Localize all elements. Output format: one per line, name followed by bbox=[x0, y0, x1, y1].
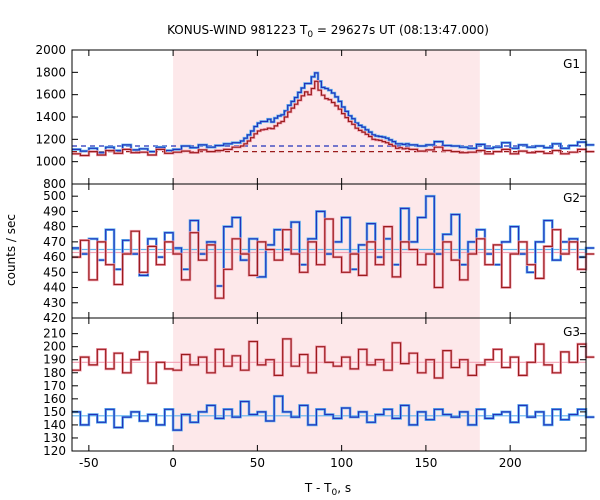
panel-g2-ytick-label: 440 bbox=[43, 281, 66, 295]
panel-g1-ytick-label: 1200 bbox=[35, 132, 66, 146]
x-axis-label-subscript: 0 bbox=[332, 488, 338, 498]
panel-g1-ytick-label: 1800 bbox=[35, 65, 66, 79]
panel-g2-ytick-label: 500 bbox=[43, 189, 66, 203]
xtick-label: 100 bbox=[330, 456, 353, 470]
x-axis-label-prefix: T - T bbox=[304, 481, 332, 495]
panel-g2-ytick-label: 460 bbox=[43, 250, 66, 264]
xtick-label: 200 bbox=[499, 456, 522, 470]
panel-g2-series-red bbox=[72, 218, 595, 299]
xtick-label: 50 bbox=[250, 456, 265, 470]
chart-title-subscript: 0 bbox=[307, 30, 313, 40]
panel-g3-ytick-label: 190 bbox=[43, 353, 66, 367]
panel-g1-series-red bbox=[72, 80, 595, 157]
panel-g1-ytick-label: 1400 bbox=[35, 110, 66, 124]
x-axis-label: T - T0, s bbox=[304, 481, 351, 498]
panel-g2-ytick-label: 490 bbox=[43, 204, 66, 218]
panel-g2-ytick-label: 470 bbox=[43, 235, 66, 249]
panel-g3-ytick-label: 180 bbox=[43, 366, 66, 380]
panel-g3-ytick-label: 140 bbox=[43, 418, 66, 432]
chart-title: KONUS-WIND 981223 T0 = 29627s UT (08:13:… bbox=[167, 23, 489, 40]
panel-g3-ytick-label: 210 bbox=[43, 327, 66, 341]
panel-g3-series-red bbox=[72, 338, 595, 384]
xtick-label: -50 bbox=[79, 456, 99, 470]
panel-g2-ytick-label: 480 bbox=[43, 220, 66, 234]
panel-g1-ytick-label: 1600 bbox=[35, 88, 66, 102]
panel-g2-label: G2 bbox=[563, 191, 580, 205]
panel-g1-ytick-label: 800 bbox=[43, 177, 66, 191]
x-axis-label-suffix: , s bbox=[337, 481, 351, 495]
panel-g3-ytick-label: 120 bbox=[43, 444, 66, 458]
panel-g1-series-blue bbox=[72, 72, 595, 154]
xtick-label: 150 bbox=[414, 456, 437, 470]
panel-g3-ytick-label: 150 bbox=[43, 405, 66, 419]
panel-g2-ytick-label: 450 bbox=[43, 265, 66, 279]
panel-g3-ytick-label: 130 bbox=[43, 431, 66, 445]
panel-g3-ytick-label: 170 bbox=[43, 379, 66, 393]
panel-g3-series-blue bbox=[72, 395, 595, 431]
panel-g3-label: G3 bbox=[563, 325, 580, 339]
panel-g3-ytick-label: 200 bbox=[43, 340, 66, 354]
panel-g1-ytick-label: 1000 bbox=[35, 155, 66, 169]
panel-g3-frame bbox=[71, 317, 587, 452]
panel-g2-ytick-label: 420 bbox=[43, 311, 66, 325]
panel-g1-ytick-label: 2000 bbox=[35, 43, 66, 57]
chart-title-prefix: KONUS-WIND 981223 T bbox=[167, 23, 308, 37]
panel-g3-ytick-label: 160 bbox=[43, 392, 66, 406]
chart-title-suffix: = 29627s UT (08:13:47.000) bbox=[313, 23, 489, 37]
panel-g1-label: G1 bbox=[563, 57, 580, 71]
xtick-label: 0 bbox=[169, 456, 177, 470]
y-axis-label: counts / sec bbox=[4, 214, 18, 286]
panel-g2-ytick-label: 430 bbox=[43, 296, 66, 310]
